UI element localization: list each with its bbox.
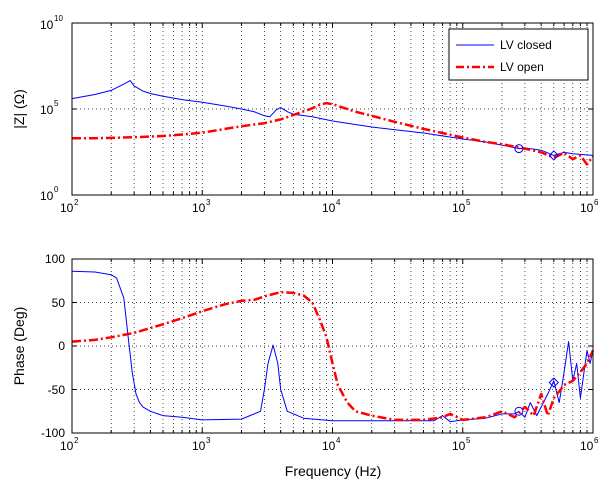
- x-tick-label: 10: [60, 439, 74, 453]
- x-tick-label: 10: [192, 439, 206, 453]
- impedance-axes-box: [71, 22, 594, 196]
- x-tick-label: 10: [60, 201, 74, 215]
- impedance-y-tick-labels: 10 10 10 5 10 0: [40, 14, 63, 203]
- marker-circle: [514, 406, 524, 416]
- x-tick-exp: 4: [336, 198, 341, 207]
- series-line-lv-open: [71, 290, 595, 422]
- phase-x-tick-labels: 10 2 10 3 10 4 10 5 10 6: [60, 436, 599, 453]
- x-tick-exp: 4: [336, 436, 341, 445]
- impedance-y-axis-label: |Z| (Ω): [11, 89, 27, 129]
- y-tick-exp: 5: [54, 99, 59, 108]
- y-tick-label: 10: [40, 103, 54, 117]
- legend: LV closed LV open: [448, 28, 589, 81]
- x-tick-label: 10: [452, 439, 466, 453]
- y-tick-label: 100: [45, 252, 65, 266]
- legend-label-lv-open: LV open: [500, 60, 544, 74]
- phase-axes-box: [71, 258, 594, 434]
- x-tick-exp: 5: [466, 436, 471, 445]
- x-tick-label: 10: [580, 439, 594, 453]
- y-tick-exp: 10: [54, 14, 63, 23]
- phase-ticks: [71, 258, 594, 434]
- y-tick-label: -50: [48, 383, 66, 397]
- phase-grid: [72, 259, 593, 433]
- legend-box: [448, 28, 589, 81]
- marker-diamond: [548, 150, 559, 161]
- impedance-x-tick-labels: 10 2 10 3 10 4 10 5 10 6: [60, 198, 599, 215]
- phase-series: [71, 270, 595, 423]
- phase-y-tick-labels: 100 50 0 -50 -100: [41, 252, 65, 440]
- series-line-lv-closed: [71, 270, 594, 423]
- impedance-series: [71, 80, 595, 166]
- x-tick-exp: 2: [74, 198, 79, 207]
- phase-plot: 10 2 10 3 10 4 10 5 10 6 100 50 0 -50 -1…: [11, 252, 599, 479]
- x-tick-label: 10: [322, 201, 336, 215]
- y-tick-exp: 0: [54, 185, 59, 194]
- x-tick-label: 10: [452, 201, 466, 215]
- x-tick-label: 10: [580, 201, 594, 215]
- x-tick-exp: 6: [594, 198, 599, 207]
- x-tick-label: 10: [322, 439, 336, 453]
- y-tick-label: -100: [41, 426, 65, 440]
- x-tick-label: 10: [192, 201, 206, 215]
- x-axis-label: Frequency (Hz): [285, 463, 381, 479]
- marker-circle: [514, 144, 524, 154]
- y-tick-label: 50: [52, 296, 66, 310]
- x-tick-exp: 5: [466, 198, 471, 207]
- phase-y-axis-label: Phase (Deg): [11, 307, 27, 386]
- x-tick-exp: 3: [206, 436, 211, 445]
- x-tick-exp: 3: [206, 198, 211, 207]
- y-tick-label: 10: [40, 189, 54, 203]
- legend-label-lv-closed: LV closed: [500, 38, 552, 52]
- y-tick-label: 10: [40, 18, 54, 32]
- impedance-plot: 10 2 10 3 10 4 10 5 10 6 10 10 10 5 10 0…: [11, 14, 599, 215]
- marker-diamond: [548, 377, 559, 388]
- y-tick-label: 0: [58, 339, 65, 353]
- x-tick-exp: 2: [74, 436, 79, 445]
- x-tick-exp: 6: [594, 436, 599, 445]
